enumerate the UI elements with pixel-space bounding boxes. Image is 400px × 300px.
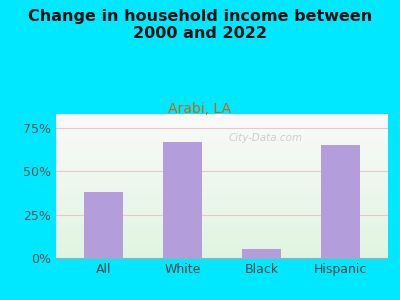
Text: City-Data.com: City-Data.com [228,134,302,143]
Text: Arabi, LA: Arabi, LA [168,102,232,116]
Bar [321,145,360,258]
Bar [163,142,202,258]
Bar [84,192,123,258]
Bar [242,249,281,258]
Text: Change in household income between
2000 and 2022: Change in household income between 2000 … [28,9,372,41]
